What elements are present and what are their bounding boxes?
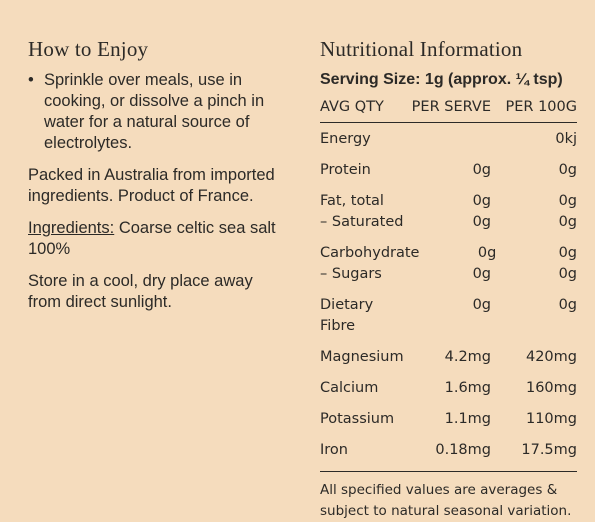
table-row: Protein 0g 0g [320,160,577,181]
nutrient-name: Protein [320,162,371,178]
footnote: All specified values are averages & subj… [320,471,577,522]
per-100g-value: 420mg [525,349,577,365]
per-serve-value: 0g [472,162,491,178]
per-100g-value: 0kj [555,131,577,147]
per-serve-value: 0g [472,214,491,230]
ingredients-value: Coarse celtic sea salt 100% [28,219,276,258]
table-row: Magnesium 4.2mg 420mg [320,347,577,368]
per-100g-value: 0g [558,214,577,230]
per-100g-value: 17.5mg [521,442,577,458]
nutrient-group: Dietary Fibre 0g 0g [320,289,577,341]
header-avg-qty: AVG QTY [320,99,384,115]
per-serve-value: 0g [472,266,491,282]
ingredients-label: Ingredients: [28,219,115,237]
nutrient-group: Magnesium 4.2mg 420mg [320,341,577,372]
table-header: AVG QTY PER SERVE PER 100G [320,98,577,123]
table-row: Iron 0.18mg 17.5mg [320,440,577,461]
table-row: Fat, total 0g 0g [320,191,577,212]
per-100g-value: 0g [558,297,577,313]
per-serve-value [409,129,491,150]
per-serve-value: 0g [472,297,491,313]
nutrient-group: Energy 0kj [320,123,577,154]
nutrient-group: Carbohydrate 0g 0g – Sugars 0g 0g [320,237,577,289]
bullet-dot-icon: • [28,71,34,89]
header-per-100g: PER 100G [505,99,577,115]
per-100g-value: 0g [558,193,577,209]
usage-text: Sprinkle over meals, use in cooking, or … [44,71,265,152]
per-serve-value: 1.1mg [444,411,491,427]
packed-text: Packed in Australia from imported ingred… [28,166,275,205]
nutrient-group: Protein 0g 0g [320,154,577,185]
per-serve-value: 1.6mg [444,380,491,396]
nutrition-panel: Nutritional Information Serving Size: 1g… [320,36,577,522]
per-serve-value: 0g [477,245,497,261]
nutrient-group: Calcium 1.6mg 160mg [320,372,577,403]
nutrient-name: Dietary Fibre [320,297,374,334]
table-row: Dietary Fibre 0g 0g [320,295,577,337]
per-serve-value: 4.2mg [444,349,491,365]
how-to-enjoy-heading: How to Enjoy [28,37,149,61]
table-body: Energy 0kj Protein 0g 0g Fat, total 0g 0g – Satu… [320,123,577,465]
per-serve-value: 0.18mg [435,442,491,458]
per-serve-value: 0g [472,193,491,209]
nutrient-group: Iron 0.18mg 17.5mg [320,434,577,465]
nutrient-name: Carbohydrate [320,245,420,261]
table-row: Calcium 1.6mg 160mg [320,378,577,399]
nutrient-name: Fat, total [320,193,384,209]
nutrient-name: – Sugars [320,266,382,282]
nutrition-heading: Nutritional Information [320,37,523,61]
nutrient-name: Energy [320,131,371,147]
per-100g-value: 110mg [525,411,577,427]
storage-text: Store in a cool, dry place away from dir… [28,272,253,311]
per-100g-value: 0g [558,266,577,282]
table-row: Carbohydrate 0g 0g [320,243,577,264]
header-per-serve: PER SERVE [411,99,491,115]
usage-bullet: • Sprinkle over meals, use in cooking, o… [28,70,290,154]
nutrient-group: Fat, total 0g 0g – Saturated 0g 0g [320,185,577,237]
nutrient-name: Potassium [320,411,395,427]
table-row: Potassium 1.1mg 110mg [320,409,577,430]
nutrient-name: Calcium [320,380,379,396]
nutrient-name: Iron [320,442,348,458]
table-row: Energy 0kj [320,129,577,150]
per-100g-value: 0g [558,162,577,178]
per-100g-value: 0g [558,245,577,261]
per-100g-value: 160mg [525,380,577,396]
how-to-enjoy-section: How to Enjoy • Sprinkle over meals, use … [28,36,290,324]
ingredients-text: Ingredients: Coarse celtic sea salt 100% [28,218,290,260]
nutrient-name: Magnesium [320,349,404,365]
nutrient-name: – Saturated [320,214,404,230]
serving-size: Serving Size: 1g (approx. ¼ tsp) [320,71,563,88]
table-row: – Saturated 0g 0g [320,212,577,233]
nutrient-group: Potassium 1.1mg 110mg [320,403,577,434]
table-row: – Sugars 0g 0g [320,264,577,285]
